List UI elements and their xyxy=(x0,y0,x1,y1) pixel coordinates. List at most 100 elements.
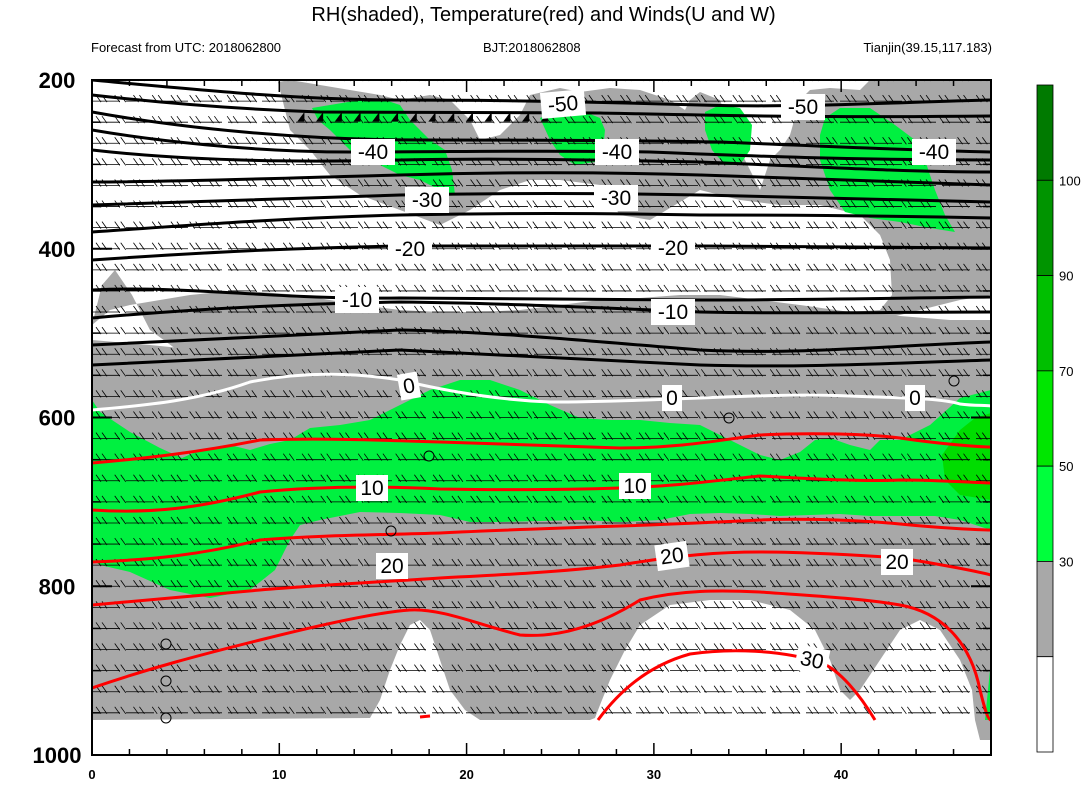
wind-barb xyxy=(151,411,158,419)
wind-barb xyxy=(382,390,389,398)
wind-barb xyxy=(919,263,926,272)
wind-barb xyxy=(382,305,389,314)
wind-barb xyxy=(975,495,982,504)
wind-barb xyxy=(357,390,364,398)
wind-barb xyxy=(513,390,520,398)
wind-barb xyxy=(101,474,108,483)
wind-barb xyxy=(807,495,814,504)
wind-barb xyxy=(695,115,701,124)
wind-barb xyxy=(563,200,570,208)
wind-barb xyxy=(139,432,145,440)
wind-barb xyxy=(270,622,276,630)
wind-barb xyxy=(513,558,520,567)
wind-barb xyxy=(569,179,576,187)
wind-barb xyxy=(732,263,739,272)
wind-barb xyxy=(626,94,632,103)
wind-barb xyxy=(245,558,252,567)
wind-barb xyxy=(214,453,220,461)
wind-barb xyxy=(963,221,969,229)
wind-barb xyxy=(663,221,670,229)
wind-barb xyxy=(507,474,514,483)
wind-barb xyxy=(769,326,776,335)
wind-barb xyxy=(738,263,745,272)
wind-barb xyxy=(120,664,127,672)
wind-barb xyxy=(507,685,514,693)
wind-barb xyxy=(476,453,482,461)
wind-barb xyxy=(170,601,177,609)
wind-barb xyxy=(457,369,464,377)
wind-barb xyxy=(563,263,570,272)
wind-barb xyxy=(957,347,963,356)
wind-barb xyxy=(288,706,295,715)
wind-barb xyxy=(345,664,351,672)
wind-barb xyxy=(732,94,739,103)
wind-barb xyxy=(607,390,614,398)
wind-barb xyxy=(844,94,851,103)
wind-barb xyxy=(288,622,295,630)
wind-barb xyxy=(133,706,139,715)
wind-barb xyxy=(626,537,632,546)
wind-barb xyxy=(151,685,158,693)
wind-barb xyxy=(251,432,258,440)
wind-barb xyxy=(170,685,177,693)
wind-barb xyxy=(195,432,201,440)
wind-barb xyxy=(270,411,276,419)
wind-barb xyxy=(420,179,426,187)
wind-barb xyxy=(569,347,576,356)
wind-barb xyxy=(326,474,333,483)
wind-barb xyxy=(588,516,595,525)
wind-barb xyxy=(563,411,570,419)
contour-label: -10 xyxy=(658,301,688,324)
wind-pennant xyxy=(334,111,342,122)
wind-barb xyxy=(957,516,963,525)
wind-barb xyxy=(376,284,383,293)
wind-barb xyxy=(189,94,195,103)
wind-barb xyxy=(326,558,333,567)
wind-barb xyxy=(682,474,688,483)
wind-barb xyxy=(657,284,664,293)
wind-barb xyxy=(133,685,139,693)
wind-barb xyxy=(101,622,108,630)
wind-barb xyxy=(326,685,333,693)
x-tick-label: 20 xyxy=(459,767,473,782)
wind-barb xyxy=(120,242,127,250)
wind-barb xyxy=(101,495,108,504)
wind-barb xyxy=(601,622,608,630)
wind-barb xyxy=(957,537,963,546)
wind-barb xyxy=(738,94,745,103)
wind-barb xyxy=(214,115,220,124)
wind-barb xyxy=(208,516,214,525)
wind-barb xyxy=(432,601,439,609)
wind-barb xyxy=(794,200,801,208)
wind-barb xyxy=(251,516,258,525)
wind-barb xyxy=(488,305,495,314)
wind-barb xyxy=(663,432,670,440)
wind-barb xyxy=(545,411,551,419)
wind-barb xyxy=(732,580,739,588)
wind-barb xyxy=(301,474,308,483)
wind-barb xyxy=(476,664,482,672)
wind-barb xyxy=(751,284,757,293)
wind-barb xyxy=(957,558,963,567)
wind-barb xyxy=(981,137,988,145)
wind-barb xyxy=(769,601,776,609)
wind-barb xyxy=(507,643,514,651)
wind-barb xyxy=(345,706,351,715)
wind-barb xyxy=(882,221,888,229)
wind-barb xyxy=(189,643,195,651)
wind-barb xyxy=(526,664,533,672)
wind-barb xyxy=(457,221,464,229)
wind-barb xyxy=(769,537,776,546)
wind-barb xyxy=(301,179,308,187)
wind-barb xyxy=(788,685,795,693)
wind-barb xyxy=(320,643,327,651)
wind-pennant xyxy=(409,111,417,122)
wind-barb xyxy=(507,326,514,335)
wind-barb xyxy=(133,664,139,672)
wind-barb xyxy=(569,643,576,651)
wind-barb xyxy=(882,664,888,672)
wind-barb xyxy=(588,537,595,546)
wind-barb xyxy=(151,263,158,272)
wind-barb xyxy=(251,137,258,145)
wind-barb xyxy=(844,453,851,461)
